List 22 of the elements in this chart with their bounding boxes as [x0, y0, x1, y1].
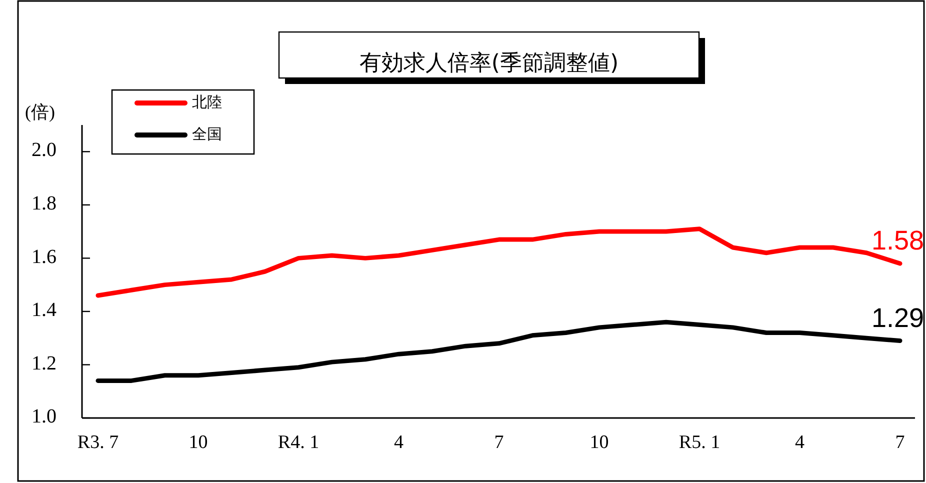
x-tick-label: 7 [494, 432, 504, 453]
y-tick-label: 2.0 [32, 139, 56, 162]
x-tick-label: 10 [590, 432, 609, 453]
x-tick-label: R4. 1 [278, 432, 320, 453]
x-tick-label: 4 [795, 432, 805, 453]
y-tick-label: 1.0 [32, 406, 56, 428]
y-axis-title: (倍) [25, 102, 55, 122]
x-tick-label: 4 [394, 432, 404, 453]
legend-label: 全国 [192, 125, 222, 144]
y-tick-label: 1.8 [32, 192, 56, 215]
data-label: 1.29 [871, 302, 924, 333]
x-tick-label: R5. 1 [678, 432, 720, 453]
data-label: 1.58 [871, 226, 924, 256]
title: 有効求人倍率(季節調整値) [278, 31, 705, 84]
legend-label: 北陸 [192, 93, 222, 112]
y-tick-label: 1.6 [32, 246, 56, 268]
x-tick-label: R3. 7 [77, 432, 119, 453]
y-tick-label: 1.4 [32, 299, 56, 322]
x-tick-label: 7 [895, 432, 905, 453]
chart-title: 有効求人倍率(季節調整値) [359, 51, 619, 76]
x-tick-label: 10 [188, 432, 208, 453]
y-tick-label: 1.2 [32, 352, 56, 374]
